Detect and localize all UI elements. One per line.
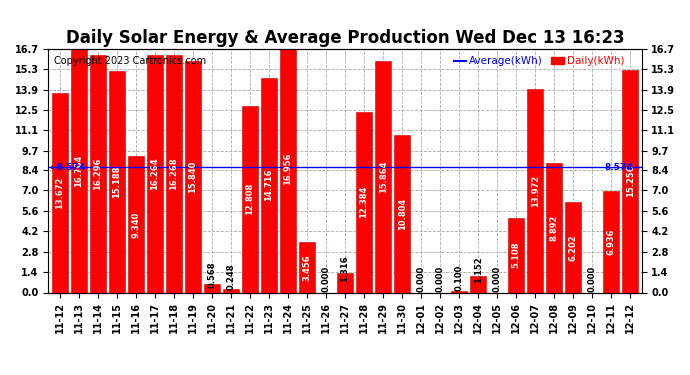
Bar: [546, 163, 562, 292]
Bar: [147, 55, 163, 292]
Bar: [527, 88, 543, 292]
Bar: [299, 242, 315, 292]
Legend: Average(kWh), Daily(kWh): Average(kWh), Daily(kWh): [454, 56, 624, 66]
Text: 6.202: 6.202: [569, 234, 578, 261]
Text: 0.000: 0.000: [322, 266, 331, 292]
Bar: [337, 273, 353, 292]
Text: 1.316: 1.316: [340, 255, 350, 282]
Bar: [166, 55, 182, 292]
Text: 15.840: 15.840: [188, 161, 197, 193]
Text: 13.672: 13.672: [55, 177, 64, 209]
Bar: [128, 156, 144, 292]
Text: 0.100: 0.100: [455, 265, 464, 291]
Bar: [223, 289, 239, 292]
Bar: [375, 61, 391, 292]
Bar: [280, 45, 296, 292]
Bar: [622, 70, 638, 292]
Text: 15.188: 15.188: [112, 165, 121, 198]
Bar: [109, 71, 125, 292]
Text: 0.568: 0.568: [208, 261, 217, 288]
Text: 14.716: 14.716: [264, 169, 273, 201]
Text: 16.296: 16.296: [93, 158, 102, 190]
Bar: [204, 284, 220, 292]
Text: 12.384: 12.384: [359, 186, 368, 218]
Bar: [451, 291, 467, 292]
Text: 16.268: 16.268: [169, 158, 178, 190]
Bar: [470, 276, 486, 292]
Text: ←8.574: ←8.574: [49, 163, 86, 172]
Text: 6.936: 6.936: [607, 229, 615, 255]
Text: 9.340: 9.340: [131, 211, 140, 237]
Bar: [508, 218, 524, 292]
Text: 3.456: 3.456: [302, 254, 311, 280]
Text: 0.000: 0.000: [435, 266, 444, 292]
Text: 8.892: 8.892: [550, 214, 559, 241]
Bar: [185, 61, 201, 292]
Text: 8.574→: 8.574→: [604, 163, 641, 172]
Bar: [356, 112, 372, 292]
Text: 16.956: 16.956: [284, 153, 293, 185]
Text: 10.804: 10.804: [397, 198, 406, 230]
Text: 12.808: 12.808: [246, 183, 255, 215]
Bar: [565, 202, 581, 292]
Text: 16.704: 16.704: [75, 154, 83, 187]
Text: 13.972: 13.972: [531, 174, 540, 207]
Bar: [70, 49, 87, 292]
Bar: [52, 93, 68, 292]
Bar: [241, 105, 258, 292]
Bar: [603, 191, 620, 292]
Text: 0.000: 0.000: [417, 266, 426, 292]
Text: 0.248: 0.248: [226, 264, 235, 290]
Text: 1.152: 1.152: [473, 256, 482, 284]
Bar: [394, 135, 410, 292]
Text: 15.256: 15.256: [626, 165, 635, 198]
Bar: [261, 78, 277, 292]
Bar: [90, 55, 106, 292]
Text: Copyright 2023 Cartronics.com: Copyright 2023 Cartronics.com: [55, 56, 206, 66]
Text: 5.108: 5.108: [512, 242, 521, 268]
Text: 16.264: 16.264: [150, 158, 159, 190]
Text: 0.000: 0.000: [493, 266, 502, 292]
Text: 0.000: 0.000: [588, 266, 597, 292]
Text: 15.864: 15.864: [379, 160, 388, 193]
Title: Daily Solar Energy & Average Production Wed Dec 13 16:23: Daily Solar Energy & Average Production …: [66, 29, 624, 47]
